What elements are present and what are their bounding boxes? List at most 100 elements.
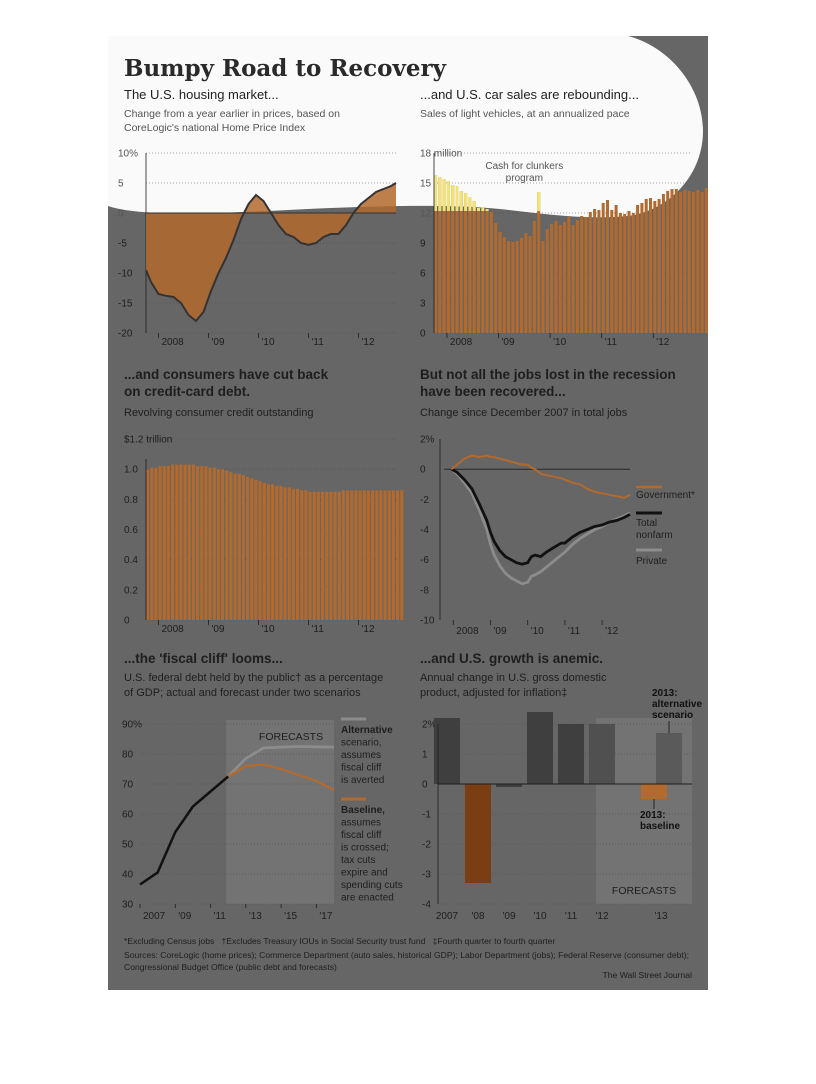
car-sales-bar	[580, 216, 584, 333]
jobs-subtitle: Change since December 2007 in total jobs	[420, 407, 628, 419]
gdp-bar	[527, 712, 553, 784]
car-sales-bar-highlight	[451, 185, 455, 211]
housing-area	[146, 183, 396, 321]
gdp-bar	[656, 733, 682, 784]
credit-bar	[283, 487, 287, 620]
credit-bar	[158, 466, 162, 620]
housing-ytick-label: -10	[118, 269, 133, 280]
car-sales-bar	[661, 194, 665, 333]
credit-bar	[208, 467, 212, 620]
car-sales-bar	[532, 221, 536, 333]
credit-bar	[337, 491, 341, 620]
car-sales-bar-highlight	[468, 197, 472, 211]
credit-bar	[162, 466, 166, 620]
car-sales-xtick-label: '10	[553, 337, 566, 348]
car-sales-ytick-label: 18 million	[420, 149, 462, 160]
car-sales-bar	[679, 192, 683, 333]
housing-xtick-label: '10	[262, 337, 275, 348]
car-sales-bar	[545, 229, 549, 333]
car-sales-ytick-label: 15	[420, 179, 432, 190]
car-sales-ytick-label: 0	[420, 329, 426, 340]
jobs-total-nonfarm-line	[450, 467, 631, 566]
jobs-ytick-label: -6	[420, 555, 429, 566]
jobs-heading-line2: have been recovered...	[420, 384, 566, 399]
car-sales-ytick-label: 3	[420, 299, 426, 310]
credit-bar	[354, 490, 358, 620]
car-sales-bar	[567, 217, 571, 333]
car-sales-bar	[610, 210, 614, 333]
debt-forecast-region	[226, 720, 334, 904]
debt-legend-alt-text: scenario,	[341, 738, 382, 749]
car-sales-ytick-label: 6	[420, 269, 426, 280]
credit-bar	[200, 466, 204, 620]
credit-bar	[212, 467, 216, 620]
credit-bar	[333, 491, 337, 620]
car-sales-chart: 18 million 15 12 9 6 3 0 Cash for clunkersprogr…	[420, 149, 708, 348]
jobs-xtick-label: '12	[605, 626, 618, 637]
debt-legend-alt-text: is averted	[341, 775, 384, 786]
car-sales-bar	[644, 199, 648, 333]
housing-ytick-label: 5	[118, 179, 124, 190]
car-sales-bar	[683, 190, 687, 333]
housing-ytick-label: -5	[118, 239, 127, 250]
jobs-ytick-label: 2%	[420, 435, 435, 446]
car-sales-xtick-label: '12	[656, 337, 669, 348]
credit-bar	[271, 484, 275, 621]
car-sales-bar-highlight	[455, 186, 459, 211]
jobs-ytick-label: -4	[420, 525, 429, 536]
credit-ytick-label: 0.4	[124, 555, 138, 566]
car-sales-bar	[692, 192, 696, 333]
credit-xtick-label: '09	[212, 624, 225, 635]
gdp-bar	[589, 724, 615, 784]
credit-bar	[329, 491, 333, 620]
gdp-xtick-label: '12	[595, 911, 608, 922]
car-sales-bar	[618, 213, 622, 333]
credit-bar	[254, 479, 258, 620]
credit-ytick-label: $1.2 trillion	[124, 435, 172, 446]
debt-ytick-label: 60	[122, 810, 134, 821]
car-sales-bar	[696, 190, 700, 333]
car-sales-bar	[640, 203, 644, 333]
car-sales-bar	[687, 191, 691, 333]
federal-debt-chart: 90% 80 70 60 50 40 30 FORECASTS 2007 '09 '11 '13 '15…	[122, 717, 403, 922]
housing-xtick-label: 2008	[162, 337, 185, 348]
debt-subtitle-line1: U.S. federal debt held by the public† as…	[124, 672, 383, 684]
debt-xtick-label: '15	[284, 911, 297, 922]
credit-bar	[275, 485, 279, 620]
credit-bar	[279, 485, 283, 620]
credit-subtitle: Revolving consumer credit outstanding	[124, 407, 314, 419]
car-sales-bar	[700, 192, 704, 333]
car-sales-bar	[614, 205, 618, 333]
debt-legend-alt-text: fiscal cliff	[341, 763, 382, 774]
gdp-ytick-label: -3	[422, 870, 431, 881]
car-sales-bar	[563, 222, 567, 333]
car-sales-bar	[606, 200, 610, 333]
car-sales-bar	[571, 225, 575, 333]
credit-bar	[216, 469, 220, 620]
car-sales-bar-highlight	[481, 207, 485, 211]
car-sales-bar	[524, 233, 528, 333]
credit-bar	[187, 464, 191, 620]
car-sales-bar-highlight	[446, 181, 450, 211]
gdp-heading: ...and U.S. growth is anemic.	[420, 651, 603, 666]
car-sales-bar	[515, 241, 519, 333]
infographic: Bumpy Road to Recovery The U.S. housing …	[108, 36, 708, 990]
car-sales-bar	[481, 207, 485, 333]
credit-xtick-label: 2008	[162, 624, 185, 635]
debt-xtick-label: '09	[178, 911, 191, 922]
credit-xtick-label: '11	[312, 624, 325, 635]
credit-bar	[350, 490, 354, 620]
car-sales-bar	[657, 199, 661, 333]
housing-subtitle-line1: Change from a year earlier in prices, ba…	[124, 108, 340, 120]
debt-legend-alt-text: Alternative	[341, 725, 393, 736]
car-sales-bar	[554, 221, 558, 333]
debt-xtick-label: '17	[319, 911, 332, 922]
debt-xtick-label: '11	[214, 911, 227, 922]
gdp-bar	[465, 784, 491, 883]
gdp-xtick-label: '09	[502, 911, 515, 922]
car-sales-xtick-label: '09	[502, 337, 515, 348]
credit-bar	[258, 481, 262, 620]
gdp-subtitle-line1: Annual change in U.S. gross domestic	[420, 672, 607, 684]
credit-bar	[154, 467, 158, 620]
